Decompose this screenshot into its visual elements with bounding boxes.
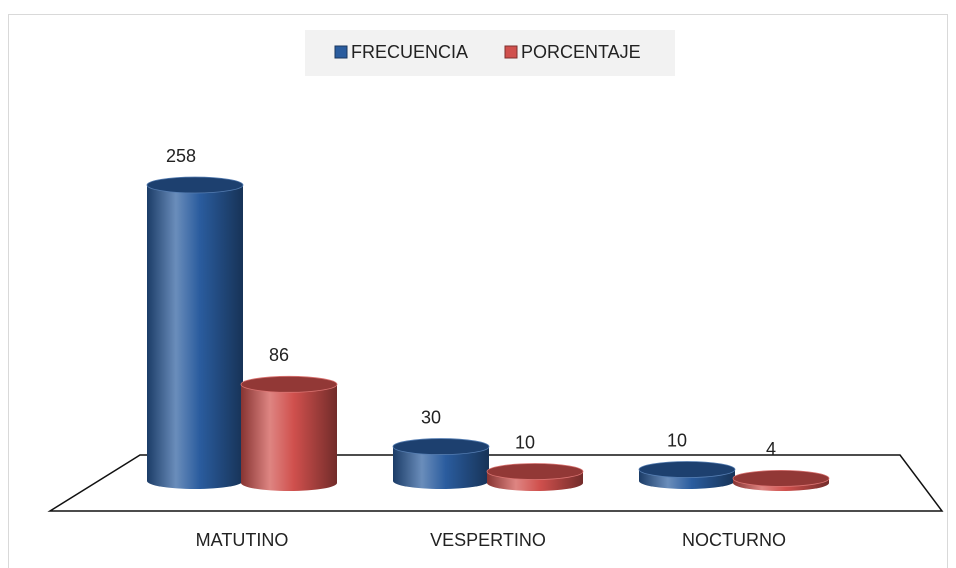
value-label: 258	[166, 146, 196, 166]
value-label: 4	[766, 439, 776, 459]
bar	[241, 384, 337, 483]
value-label: 30	[421, 407, 441, 427]
cylinder-top	[392, 438, 490, 455]
value-label: 10	[515, 432, 535, 452]
bar	[147, 185, 243, 481]
cylinder-top	[638, 461, 736, 478]
legend-label: FRECUENCIA	[351, 42, 468, 62]
value-label: 10	[667, 430, 687, 450]
cylinder-top	[486, 463, 584, 480]
legend: FRECUENCIA PORCENTAJE	[305, 30, 675, 76]
legend-swatch	[504, 45, 518, 59]
x-tick-label: NOCTURNO	[682, 530, 786, 550]
x-tick-label: VESPERTINO	[430, 530, 546, 550]
legend-box	[305, 30, 675, 76]
value-label: 86	[269, 345, 289, 365]
cylinder-top	[240, 375, 338, 393]
legend-label: PORCENTAJE	[521, 42, 641, 62]
x-tick-label: MATUTINO	[196, 530, 289, 550]
cylinder-top	[732, 470, 830, 487]
legend-swatch	[334, 45, 348, 59]
cylinder-top	[146, 176, 244, 194]
